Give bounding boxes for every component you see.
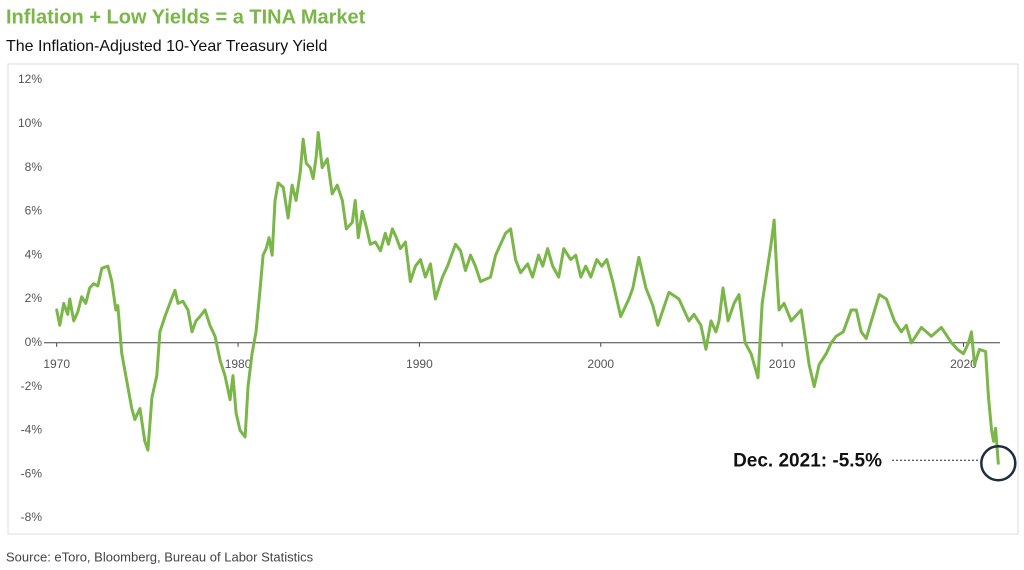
highlight-circle xyxy=(980,445,1017,482)
chart-subtitle: The Inflation-Adjusted 10-Year Treasury … xyxy=(6,38,327,55)
data-line xyxy=(55,131,1000,465)
y-tick-label: 8% xyxy=(25,160,43,174)
x-tick-label: 1990 xyxy=(406,357,433,371)
y-tick-label: -4% xyxy=(21,423,43,437)
source-note: Source: eToro, Bloomberg, Bureau of Labo… xyxy=(6,549,314,564)
y-tick-label: 12% xyxy=(18,72,42,86)
y-tick-label: -2% xyxy=(21,379,43,393)
y-tick-label: 0% xyxy=(25,335,43,349)
plot-frame xyxy=(7,63,1019,535)
annotation: Dec. 2021: -5.5% xyxy=(733,450,882,471)
y-tick-label: -6% xyxy=(21,466,43,480)
x-tick-label: 1980 xyxy=(225,357,252,371)
x-tick-label: 2020 xyxy=(950,357,977,371)
x-tick-label: 2000 xyxy=(587,357,614,371)
y-tick-label: 6% xyxy=(25,204,43,218)
x-tick-label: 2010 xyxy=(769,357,796,371)
y-tick-label: 2% xyxy=(25,291,43,305)
y-tick-label: 10% xyxy=(18,116,42,130)
y-tick-label: -8% xyxy=(21,510,43,524)
y-tick-label: 4% xyxy=(25,247,43,261)
x-tick-label: 1970 xyxy=(43,357,70,371)
chart-title: Inflation + Low Yields = a TINA Market xyxy=(6,6,366,28)
